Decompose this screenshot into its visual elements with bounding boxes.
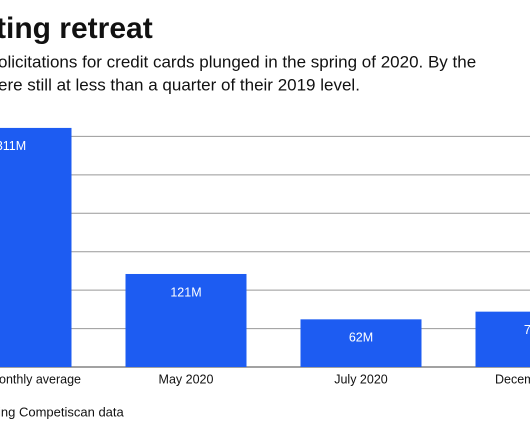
value-label: 62M <box>349 331 373 345</box>
bar <box>475 311 530 367</box>
source-note: ing Competiscan data <box>0 404 125 419</box>
value-label: 311M <box>0 139 26 153</box>
bar <box>300 319 422 367</box>
chart-subtitle: ere still at less than a quarter of thei… <box>0 75 360 94</box>
x-tick-label: May 2020 <box>159 372 214 386</box>
x-tick-label: July 2020 <box>334 372 388 386</box>
x-tick-label: onthly average <box>0 372 81 386</box>
bar <box>125 273 247 367</box>
x-tick-label: Decem <box>495 372 530 386</box>
bar <box>0 127 72 367</box>
value-label: 72M <box>524 323 530 337</box>
chart-title: ting retreat <box>0 12 153 45</box>
value-label: 121M <box>170 285 201 299</box>
chart-subtitle: olicitations for credit cards plunged in… <box>0 52 476 71</box>
